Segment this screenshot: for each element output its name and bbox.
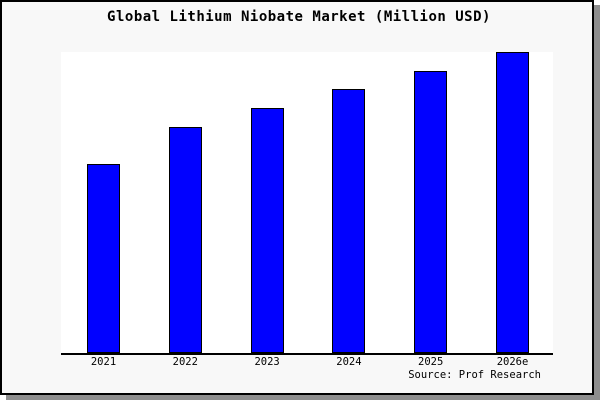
x-tick-label-2026e: 2026e <box>496 356 529 368</box>
plot-area <box>61 52 553 353</box>
bar-2026e <box>496 52 529 353</box>
x-tick-label-2022: 2022 <box>172 356 198 368</box>
x-tick-label-2024: 2024 <box>336 356 362 368</box>
source-annotation: Source: Prof Research <box>408 369 541 381</box>
bar-2025 <box>414 70 448 353</box>
bar-2024 <box>332 89 366 353</box>
chart-title: Global Lithium Niobate Market (Million U… <box>107 9 491 25</box>
x-tick-label-2023: 2023 <box>254 356 280 368</box>
x-tick-label-2025: 2025 <box>418 356 444 368</box>
bar-2023 <box>250 107 284 353</box>
chart-card: Global Lithium Niobate Market (Million U… <box>0 0 594 395</box>
x-axis-tick-labels: 2021 2022 2023 2024 2025 2026e <box>61 356 553 370</box>
bar-2022 <box>168 126 202 353</box>
x-axis-line <box>61 353 553 355</box>
bar-2021 <box>87 163 120 353</box>
x-tick-label-2021: 2021 <box>90 356 117 368</box>
